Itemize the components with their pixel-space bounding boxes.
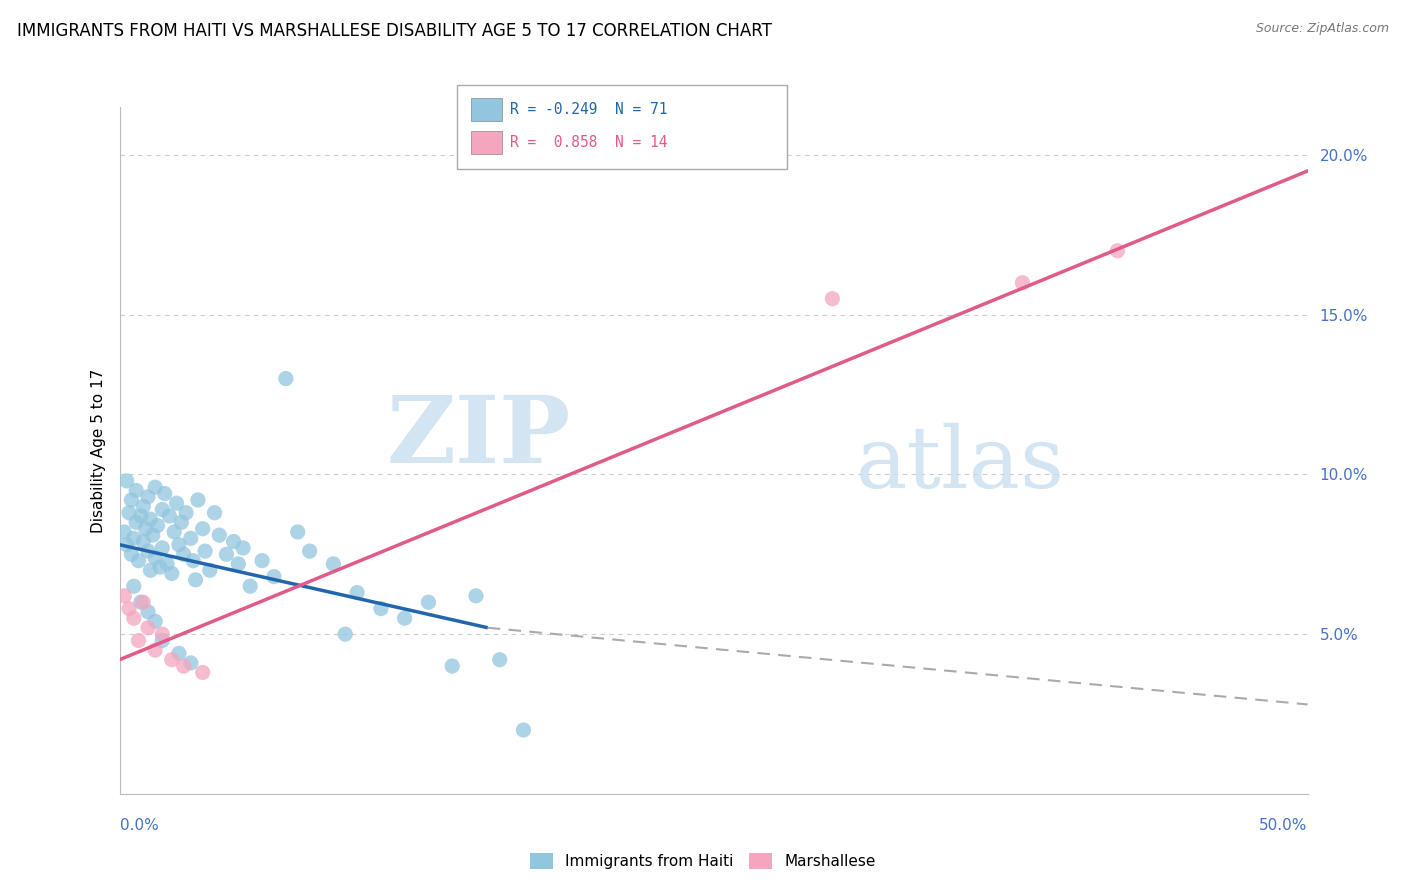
Point	[128, 554, 150, 568]
Point	[191, 665, 214, 680]
Point	[112, 589, 135, 603]
Point	[488, 653, 510, 667]
Point	[122, 531, 145, 545]
Point	[250, 554, 273, 568]
Point	[1011, 276, 1033, 290]
Point	[157, 508, 180, 523]
Point	[149, 560, 172, 574]
Point	[208, 528, 231, 542]
Point	[167, 538, 190, 552]
Point	[181, 554, 204, 568]
Point	[274, 371, 297, 385]
Text: atlas: atlas	[856, 423, 1066, 506]
Point	[112, 524, 135, 539]
Y-axis label: Disability Age 5 to 17: Disability Age 5 to 17	[90, 368, 105, 533]
Point	[129, 595, 152, 609]
Point	[120, 547, 142, 561]
Point	[120, 493, 142, 508]
Point	[143, 550, 166, 565]
Point	[215, 547, 238, 561]
Text: IMMIGRANTS FROM HAITI VS MARSHALLESE DISABILITY AGE 5 TO 17 CORRELATION CHART: IMMIGRANTS FROM HAITI VS MARSHALLESE DIS…	[17, 22, 772, 40]
Point	[135, 522, 157, 536]
Point	[184, 573, 207, 587]
Point	[441, 659, 464, 673]
Point	[115, 474, 138, 488]
Point	[143, 643, 166, 657]
Point	[139, 563, 162, 577]
Point	[136, 605, 159, 619]
Point	[174, 506, 197, 520]
Point	[136, 544, 159, 558]
Point	[194, 544, 217, 558]
Point	[118, 601, 141, 615]
Text: Source: ZipAtlas.com: Source: ZipAtlas.com	[1256, 22, 1389, 36]
Point	[136, 490, 159, 504]
Text: 0.0%: 0.0%	[120, 818, 159, 832]
Point	[132, 595, 155, 609]
Point	[173, 659, 195, 673]
Point	[115, 538, 138, 552]
Point	[125, 516, 148, 530]
Point	[142, 528, 165, 542]
Point	[122, 579, 145, 593]
Point	[287, 524, 309, 539]
Point	[166, 496, 188, 510]
Point	[204, 506, 226, 520]
Point	[136, 621, 159, 635]
Text: R =  0.858  N = 14: R = 0.858 N = 14	[510, 136, 668, 150]
Point	[160, 566, 183, 581]
Point	[143, 615, 166, 629]
Point	[298, 544, 321, 558]
Point	[322, 557, 344, 571]
Point	[146, 518, 169, 533]
Point	[1107, 244, 1129, 258]
Point	[125, 483, 148, 498]
Point	[346, 585, 368, 599]
Point	[132, 534, 155, 549]
Point	[263, 569, 285, 583]
Point	[129, 508, 152, 523]
Point	[118, 506, 141, 520]
Text: R = -0.249  N = 71: R = -0.249 N = 71	[510, 103, 668, 117]
Point	[139, 512, 162, 526]
Point	[394, 611, 416, 625]
Point	[180, 531, 202, 545]
Point	[191, 522, 214, 536]
Point	[150, 502, 173, 516]
Point	[143, 480, 166, 494]
Point	[128, 633, 150, 648]
Point	[180, 656, 202, 670]
Text: ZIP: ZIP	[387, 392, 571, 482]
Point	[239, 579, 262, 593]
Point	[232, 541, 254, 555]
Point	[335, 627, 357, 641]
Text: 50.0%: 50.0%	[1260, 818, 1308, 832]
Point	[156, 557, 179, 571]
Point	[222, 534, 245, 549]
Point	[167, 646, 190, 660]
Point	[163, 524, 186, 539]
Point	[160, 653, 183, 667]
Point	[150, 541, 173, 555]
Legend: Immigrants from Haiti, Marshallese: Immigrants from Haiti, Marshallese	[524, 847, 882, 875]
Point	[173, 547, 195, 561]
Point	[122, 611, 145, 625]
Point	[198, 563, 221, 577]
Point	[132, 500, 155, 514]
Point	[512, 723, 534, 737]
Point	[464, 589, 488, 603]
Point	[170, 516, 193, 530]
Point	[418, 595, 440, 609]
Point	[228, 557, 250, 571]
Point	[150, 633, 173, 648]
Point	[187, 493, 209, 508]
Point	[821, 292, 844, 306]
Point	[153, 486, 176, 500]
Point	[370, 601, 392, 615]
Point	[150, 627, 173, 641]
